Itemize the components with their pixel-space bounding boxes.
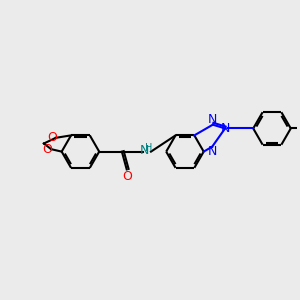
Text: N: N — [140, 145, 149, 158]
Text: O: O — [42, 143, 52, 156]
Text: N: N — [207, 145, 217, 158]
Text: O: O — [47, 131, 57, 144]
Text: H: H — [145, 143, 152, 153]
Text: N: N — [220, 122, 230, 135]
Text: O: O — [122, 170, 132, 183]
Text: N: N — [208, 113, 218, 126]
